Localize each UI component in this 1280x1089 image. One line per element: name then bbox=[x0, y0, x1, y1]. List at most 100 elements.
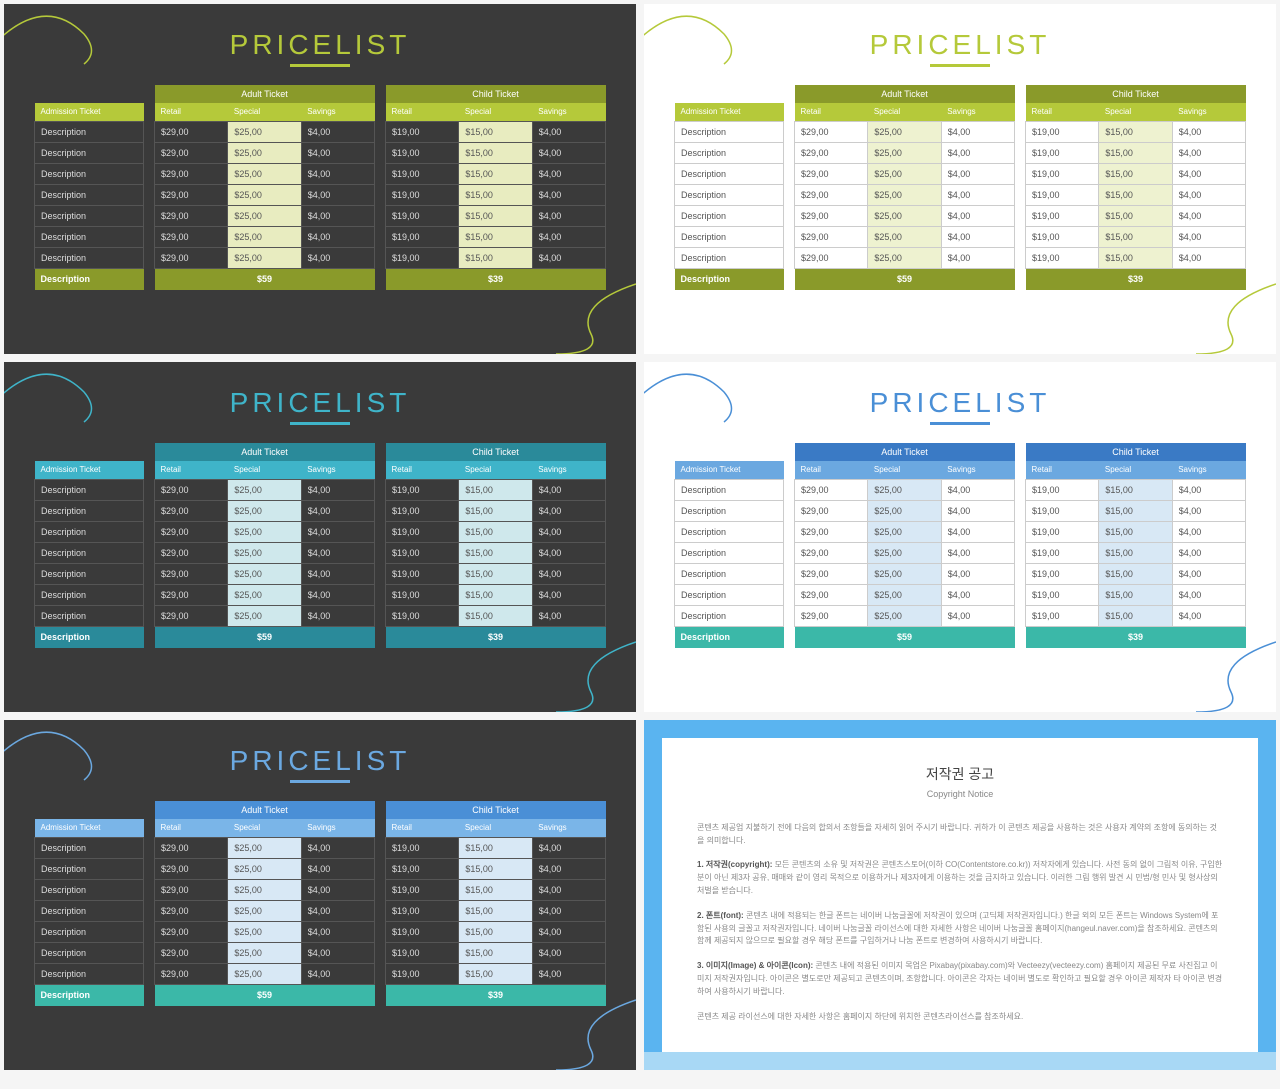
cell: $19,00 bbox=[386, 963, 459, 984]
table-row: Description bbox=[675, 184, 784, 205]
cell: $15,00 bbox=[459, 563, 532, 584]
cell: $25,00 bbox=[228, 837, 301, 858]
cell: $25,00 bbox=[228, 584, 301, 605]
sub-header: Retail bbox=[795, 461, 868, 479]
cell: $19,00 bbox=[1026, 500, 1099, 521]
cell: $25,00 bbox=[228, 205, 301, 226]
cell: $29,00 bbox=[155, 226, 228, 247]
table-row: Description bbox=[675, 521, 784, 542]
table-row: $29,00$25,00$4,00 bbox=[155, 858, 375, 879]
row-label: Description bbox=[35, 121, 144, 142]
row-label: Description bbox=[35, 184, 144, 205]
slide-title: PRICELIST bbox=[34, 387, 606, 419]
sub-header: Retail bbox=[1026, 461, 1099, 479]
table-row: Description bbox=[675, 205, 784, 226]
cell: $19,00 bbox=[386, 521, 459, 542]
cell: $4,00 bbox=[532, 500, 605, 521]
label-table: Admission TicketDescriptionDescriptionDe… bbox=[674, 85, 784, 290]
cell: $25,00 bbox=[868, 226, 941, 247]
cell: $15,00 bbox=[1099, 521, 1172, 542]
cell: $19,00 bbox=[386, 563, 459, 584]
table-row: $19,00$15,00$4,00 bbox=[1026, 479, 1246, 500]
cell: $15,00 bbox=[459, 921, 532, 942]
sub-header: Special bbox=[868, 461, 941, 479]
cell: $15,00 bbox=[1099, 184, 1172, 205]
cell: $19,00 bbox=[386, 121, 459, 142]
cell: $4,00 bbox=[941, 184, 1014, 205]
child-total: $39 bbox=[386, 984, 606, 1006]
cell: $19,00 bbox=[386, 837, 459, 858]
sub-header: Savings bbox=[532, 461, 605, 479]
cell: $4,00 bbox=[941, 521, 1014, 542]
sub-header: Special bbox=[459, 819, 532, 837]
title-underline bbox=[930, 64, 990, 67]
cell: $25,00 bbox=[228, 479, 301, 500]
admission-header: Admission Ticket bbox=[675, 461, 784, 479]
cell: $4,00 bbox=[532, 205, 605, 226]
table-row: $29,00$25,00$4,00 bbox=[155, 837, 375, 858]
admission-header: Admission Ticket bbox=[35, 461, 144, 479]
total-label: Description bbox=[35, 626, 144, 648]
cell: $19,00 bbox=[386, 205, 459, 226]
table-row: Description bbox=[675, 563, 784, 584]
sub-header: Retail bbox=[795, 103, 868, 121]
cell: $15,00 bbox=[459, 963, 532, 984]
table-row: Description bbox=[35, 542, 144, 563]
cell: $25,00 bbox=[868, 184, 941, 205]
cell: $29,00 bbox=[155, 605, 228, 626]
cell: $4,00 bbox=[941, 605, 1014, 626]
cell: $15,00 bbox=[459, 205, 532, 226]
cell: $19,00 bbox=[386, 942, 459, 963]
table-row: Description bbox=[35, 942, 144, 963]
table-row: $19,00$15,00$4,00 bbox=[386, 205, 606, 226]
cell: $25,00 bbox=[868, 521, 941, 542]
sub-header: Savings bbox=[532, 819, 605, 837]
cell: $25,00 bbox=[228, 942, 301, 963]
cell: $29,00 bbox=[795, 205, 868, 226]
label-table: Admission TicketDescriptionDescriptionDe… bbox=[34, 85, 144, 290]
cell: $4,00 bbox=[532, 879, 605, 900]
cell: $4,00 bbox=[1172, 226, 1245, 247]
table-row: Description bbox=[35, 879, 144, 900]
row-label: Description bbox=[35, 563, 144, 584]
cell: $25,00 bbox=[868, 500, 941, 521]
table-row: Description bbox=[675, 226, 784, 247]
cell: $4,00 bbox=[941, 142, 1014, 163]
cell: $4,00 bbox=[532, 563, 605, 584]
adult-total: $59 bbox=[155, 626, 375, 648]
pricelist-slide-teal-dark: PRICELISTAdmission TicketDescriptionDesc… bbox=[4, 362, 636, 712]
row-label: Description bbox=[35, 142, 144, 163]
table-row: Description bbox=[675, 584, 784, 605]
table-row: $29,00$25,00$4,00 bbox=[155, 226, 375, 247]
cell: $25,00 bbox=[228, 184, 301, 205]
adult-header: Adult Ticket bbox=[795, 443, 1015, 461]
table-row: Description bbox=[35, 121, 144, 142]
table-row: $29,00$25,00$4,00 bbox=[155, 563, 375, 584]
adult-total: $59 bbox=[155, 268, 375, 290]
sub-header: Special bbox=[228, 819, 301, 837]
table-row: $29,00$25,00$4,00 bbox=[155, 142, 375, 163]
cell: $29,00 bbox=[795, 500, 868, 521]
cell: $4,00 bbox=[532, 921, 605, 942]
child-total: $39 bbox=[386, 626, 606, 648]
table-row: Description bbox=[35, 921, 144, 942]
copyright-slide: 저작권 공고Copyright Notice콘텐츠 제공업 지불하기 전에 다음… bbox=[644, 720, 1276, 1070]
child-total: $39 bbox=[1026, 626, 1246, 648]
table-row: Description bbox=[35, 900, 144, 921]
cell: $25,00 bbox=[228, 563, 301, 584]
cell: $15,00 bbox=[1099, 163, 1172, 184]
table-row: $29,00$25,00$4,00 bbox=[155, 205, 375, 226]
copyright-intro: 콘텐츠 제공업 지불하기 전에 다음의 합의서 조항들을 자세히 읽어 주시기 … bbox=[697, 822, 1223, 848]
sub-header: Special bbox=[228, 461, 301, 479]
row-label: Description bbox=[35, 879, 144, 900]
cell: $29,00 bbox=[155, 142, 228, 163]
cell: $25,00 bbox=[228, 521, 301, 542]
row-label: Description bbox=[35, 205, 144, 226]
cell: $4,00 bbox=[941, 479, 1014, 500]
table-row: Description bbox=[35, 142, 144, 163]
row-label: Description bbox=[35, 226, 144, 247]
table-row: $19,00$15,00$4,00 bbox=[386, 963, 606, 984]
cell: $4,00 bbox=[301, 142, 374, 163]
child-header: Child Ticket bbox=[386, 85, 606, 103]
child-header: Child Ticket bbox=[386, 801, 606, 819]
